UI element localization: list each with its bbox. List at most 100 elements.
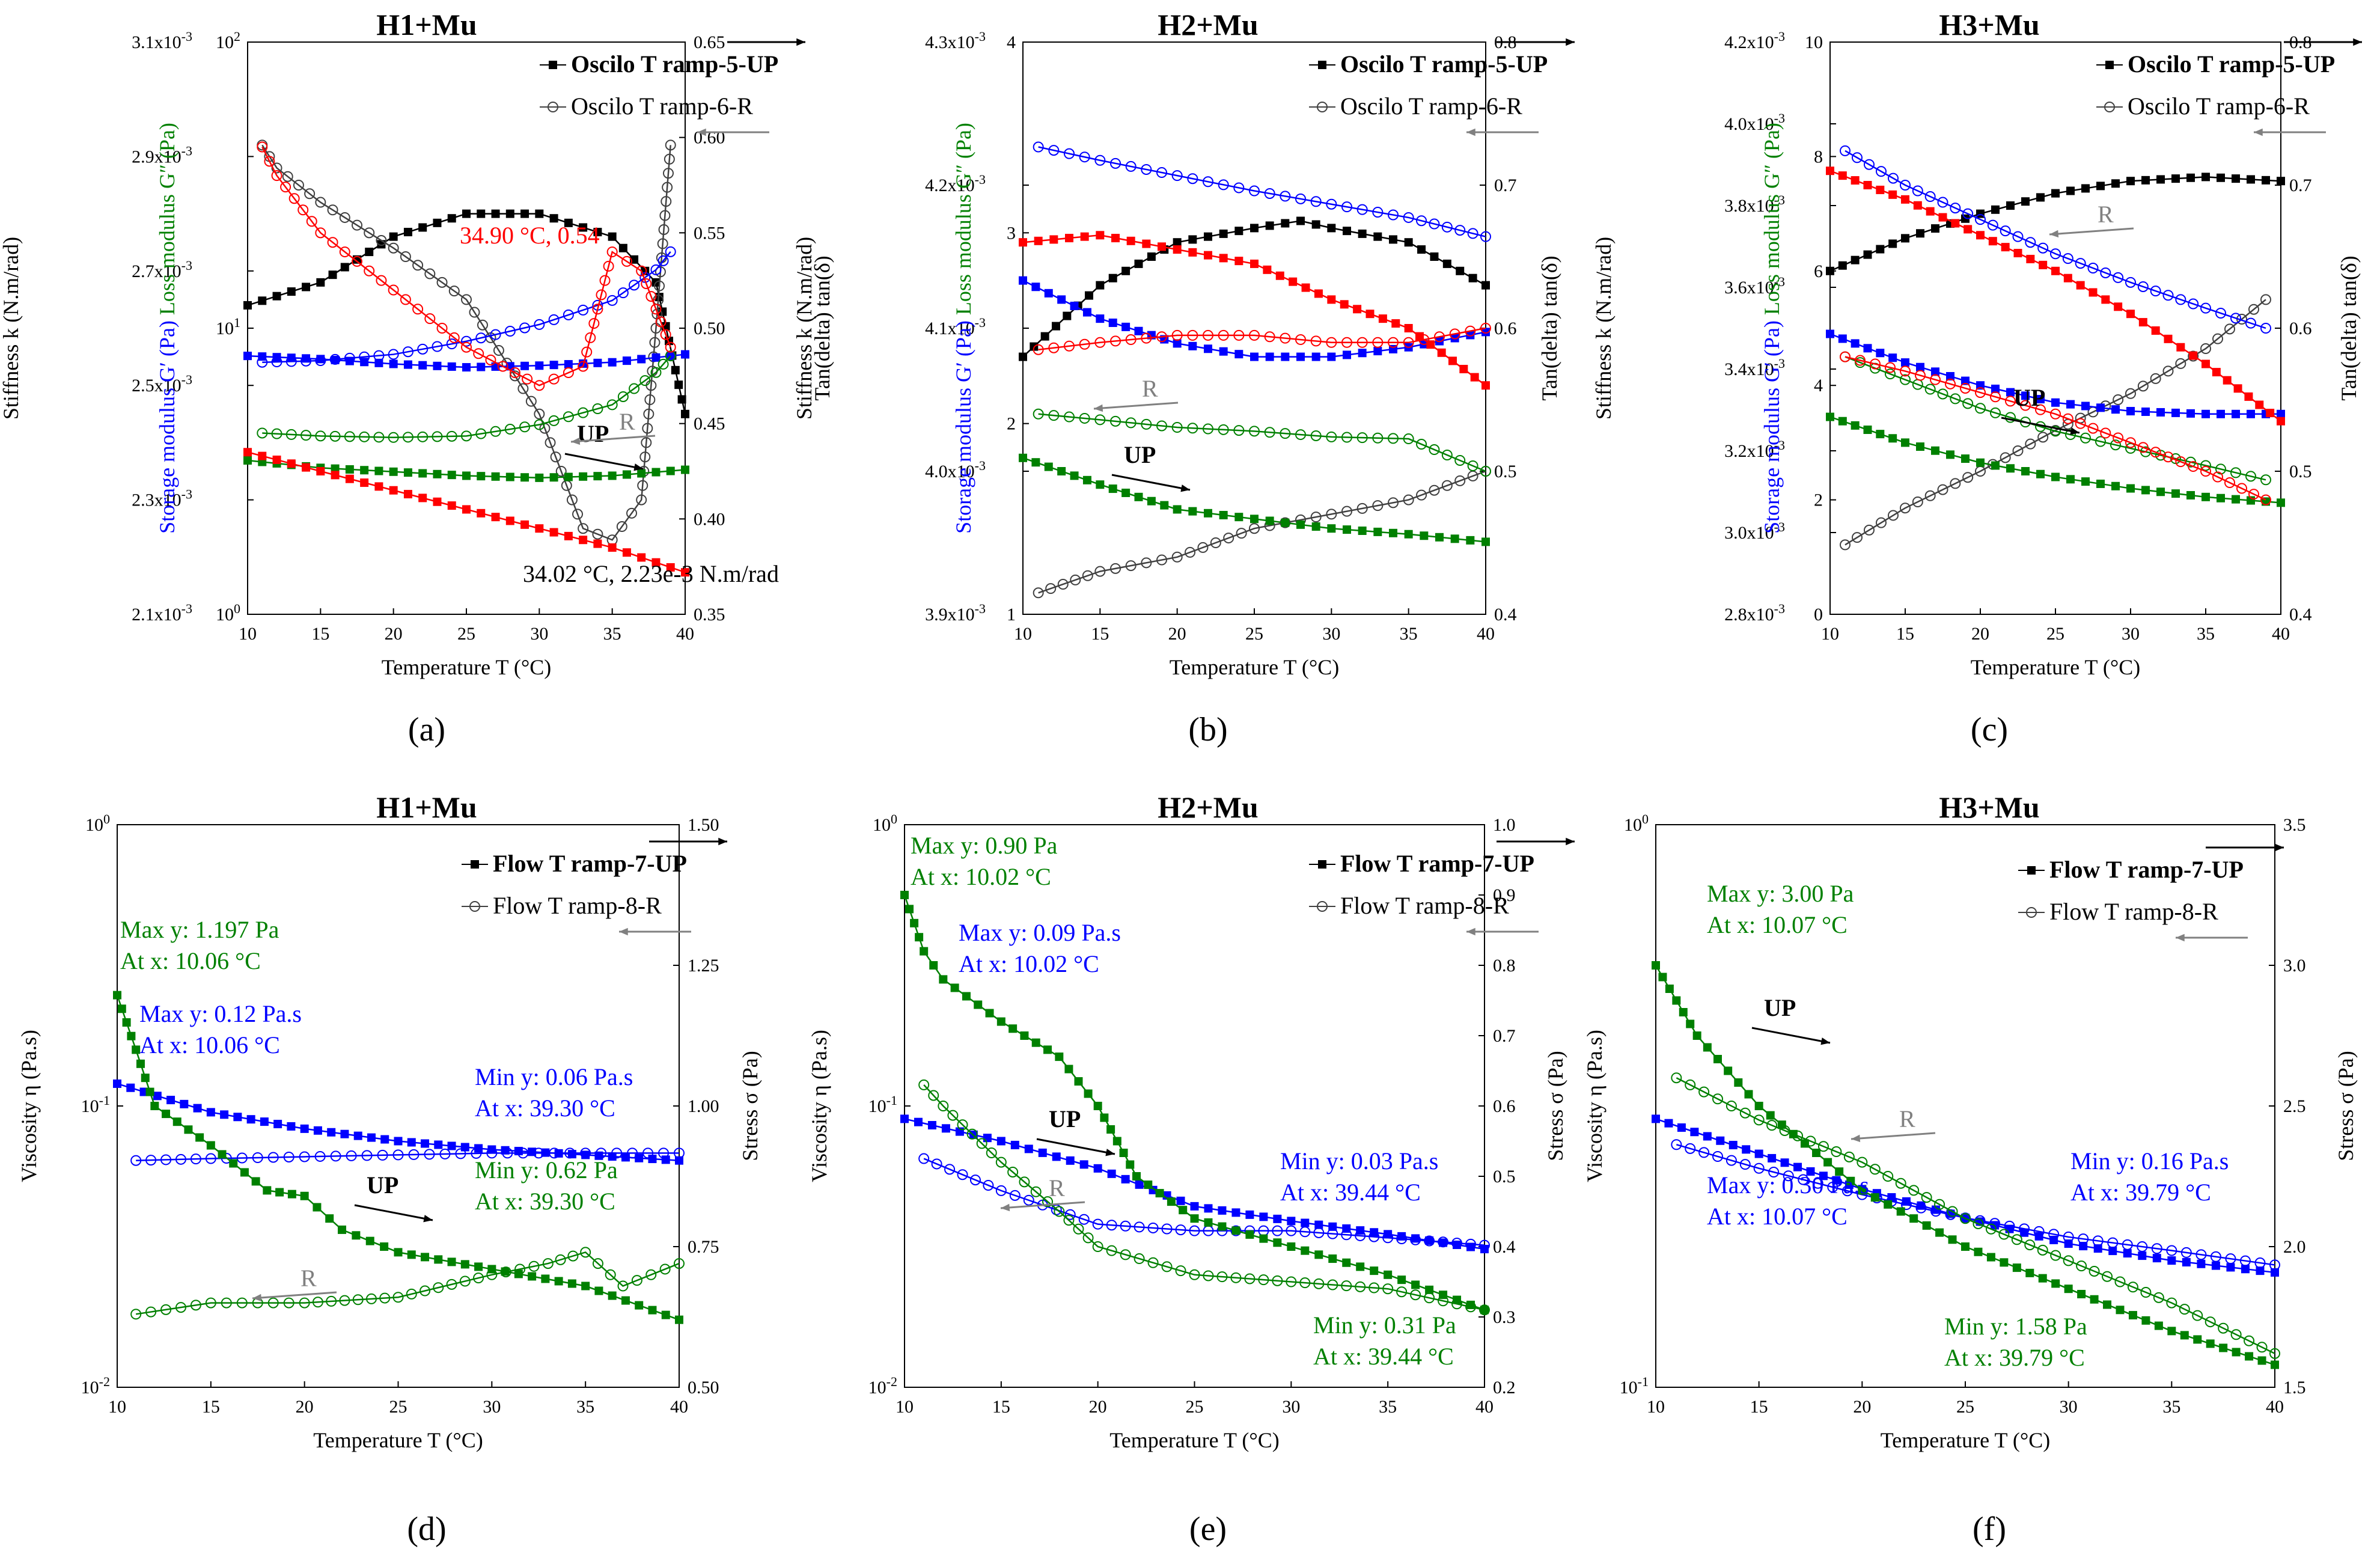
data-point [345, 465, 354, 474]
data-point [1744, 1090, 1753, 1099]
data-point [1301, 1218, 1310, 1227]
data-point [2081, 402, 2090, 411]
data-point [1134, 1253, 1145, 1265]
data-point [2111, 481, 2120, 490]
chart-title: H3+Mu [1939, 8, 2039, 41]
data-point [1961, 376, 1970, 385]
x-tick-label: 25 [1186, 1397, 1204, 1417]
data-point [1179, 1206, 1188, 1215]
data-point [2244, 1335, 2255, 1346]
data-point [1052, 322, 1060, 331]
data-point [621, 1296, 630, 1305]
data-point [285, 429, 297, 440]
data-point [1417, 245, 1426, 254]
data-point [166, 1096, 175, 1105]
data-point [643, 408, 654, 420]
data-point [2175, 456, 2186, 468]
data-point [2218, 1322, 2229, 1334]
data-point [2193, 1335, 2202, 1344]
data-point [2037, 242, 2049, 254]
y-tick-label: 3.0 [2283, 956, 2306, 976]
data-point [554, 1277, 563, 1286]
up-arrow [354, 1204, 433, 1223]
data-point [2012, 445, 2024, 456]
data-point [592, 403, 603, 415]
data-point [1916, 442, 1924, 451]
x-tick-label: 30 [2060, 1397, 2078, 1417]
data-point [2113, 394, 2124, 405]
y-tick-label: 2.8x10-3 [1724, 601, 1785, 625]
data-point [1188, 507, 1197, 516]
series-tan-r [257, 141, 676, 391]
data-point [2025, 237, 2036, 248]
data-point [1188, 341, 1197, 350]
data-point [658, 224, 670, 235]
y-tick-label: 2.3x10-3 [132, 487, 192, 510]
data-point [1664, 1119, 1673, 1128]
legend-entry: Flow T ramp-8-R [462, 892, 691, 936]
data-point [2266, 409, 2275, 418]
data-point [636, 265, 647, 276]
data-point [1901, 438, 1909, 447]
data-point [132, 1045, 141, 1054]
data-point [1976, 231, 1985, 240]
data-point [2230, 467, 2241, 478]
data-point [596, 1147, 607, 1159]
data-point [1171, 551, 1183, 563]
data-point [1823, 1158, 1832, 1167]
data-point [2239, 1255, 2251, 1266]
data-point [2111, 405, 2120, 414]
data-point [1048, 145, 1060, 156]
data-point [1106, 1220, 1117, 1231]
data-point [2156, 408, 2165, 417]
data-point [1470, 373, 1479, 382]
data-point [1121, 266, 1130, 275]
data-point [316, 278, 325, 287]
data-point [635, 1153, 644, 1162]
data-point [1055, 1052, 1064, 1061]
data-point [957, 1119, 968, 1131]
data-point [136, 1059, 145, 1068]
data-point [473, 1272, 484, 1284]
arrow-line [1036, 1138, 1115, 1155]
data-point [2006, 464, 2015, 473]
data-point [564, 1147, 576, 1159]
data-point [1389, 528, 1397, 537]
data-point [2039, 260, 2048, 269]
data-point [1019, 352, 1027, 361]
data-point [1766, 1111, 1775, 1120]
y-tick-label: 4.0x10-3 [925, 458, 986, 481]
data-point [340, 263, 349, 272]
data-point [2110, 439, 2121, 451]
y-axis-label: Tan(delta) tan(δ) [810, 255, 834, 400]
data-point [272, 455, 281, 464]
x-tick-label: 40 [1475, 1397, 1494, 1417]
data-point [1950, 203, 1961, 214]
data-point [389, 486, 398, 495]
data-point [1125, 417, 1137, 429]
y-tick-label: 1.25 [688, 956, 719, 976]
x-tick-label: 10 [1821, 624, 1839, 644]
data-point [2125, 442, 2136, 454]
data-point [1280, 191, 1291, 202]
data-point [520, 520, 529, 529]
y-tick-label: 0.55 [694, 223, 725, 243]
data-point [644, 394, 656, 405]
data-point [914, 1117, 923, 1126]
data-point [388, 242, 399, 254]
data-point [1378, 314, 1387, 323]
data-point [1779, 1125, 1790, 1136]
y-tick-label: 1.00 [688, 1096, 719, 1116]
data-point [927, 1121, 936, 1130]
annotation-line: Min y: 0.31 Pa [1313, 1312, 1456, 1339]
series-k-r [1840, 294, 2271, 551]
legend-entry: Oscilo T ramp-5-UP [2096, 38, 2362, 78]
data-point [280, 182, 291, 193]
data-point [2138, 318, 2147, 327]
legend-entry: Oscilo T ramp-6-R [2096, 93, 2326, 136]
data-point [1459, 365, 1468, 373]
data-point [2051, 472, 2060, 481]
series-line [261, 146, 671, 386]
data-point [2244, 392, 2253, 401]
data-point [1990, 391, 2001, 403]
